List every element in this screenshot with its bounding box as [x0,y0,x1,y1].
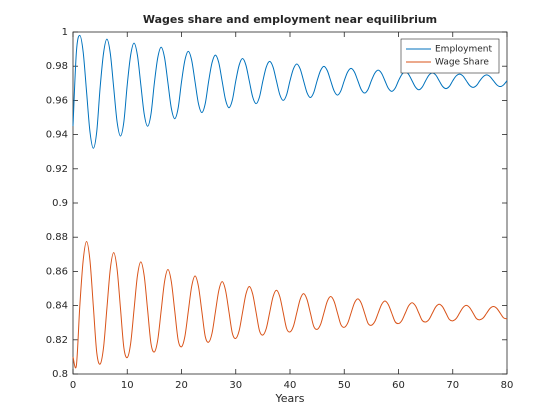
x-tick-label: 60 [392,380,405,391]
legend-box [400,38,500,74]
x-axis-label: Years [274,392,304,405]
y-tick-label: 0.96 [46,95,68,106]
y-tick-label: 0.98 [46,61,68,72]
x-tick-label: 40 [284,380,297,391]
y-tick-label: 0.86 [46,266,68,277]
y-tick-label: 0.94 [46,130,68,141]
y-tick-label: 0.9 [52,198,68,209]
x-tick-label: 80 [501,380,514,391]
series-line [72,240,508,369]
legend-label: Wage Share [435,58,489,68]
x-tick-label: 50 [338,380,351,391]
y-tick-label: 1 [62,27,68,38]
x-tick-label: 30 [229,380,242,391]
y-tick-label: 0.82 [46,335,68,346]
x-tick-label: 0 [70,380,76,391]
chart-title: Wages share and employment near equilibr… [143,13,437,26]
x-tick-label: 70 [446,380,459,391]
y-tick-label: 0.88 [46,232,68,243]
y-tick-label: 0.92 [46,164,68,175]
x-tick-label: 20 [175,380,188,391]
x-tick-label: 10 [121,380,134,391]
y-tick-label: 0.8 [52,369,68,380]
y-tick-label: 0.84 [46,301,68,312]
legend-label: Employment [435,45,493,55]
series-line [72,34,508,149]
plot-area [72,31,508,375]
